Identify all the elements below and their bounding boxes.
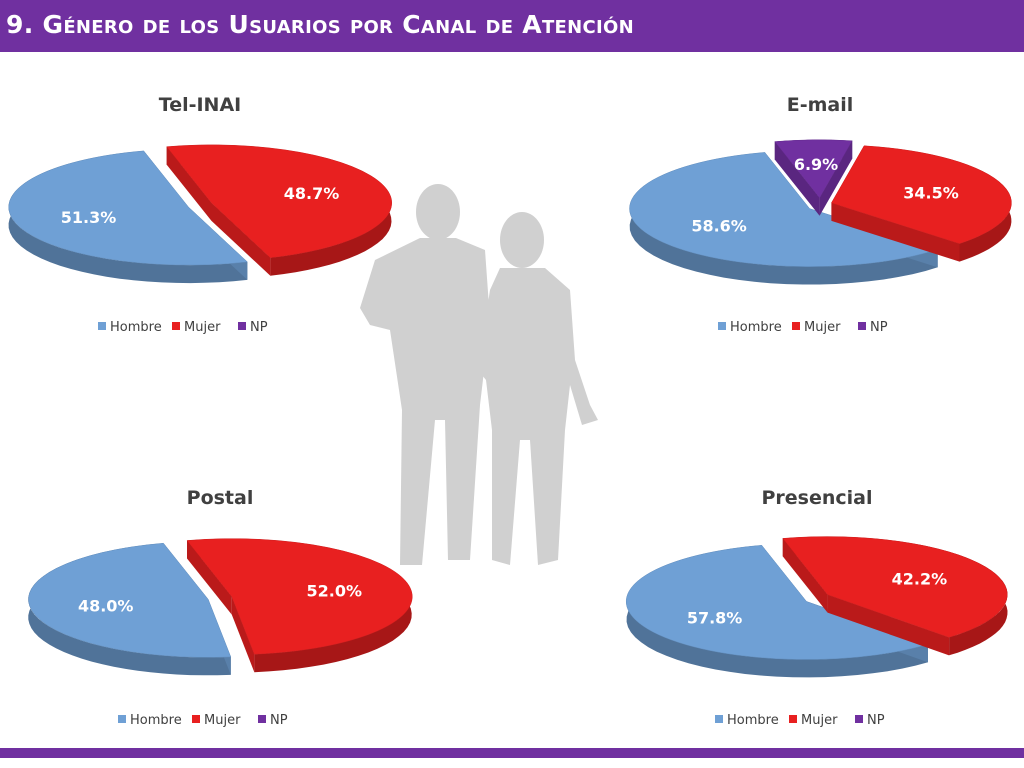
pie-slice-mujer [186, 538, 413, 673]
legend-swatch-mujer [192, 715, 200, 723]
legend: Hombre Mujer NP [98, 320, 268, 335]
legend: Hombre Mujer NP [118, 713, 288, 728]
data-label-hombre: 51.3% [61, 208, 117, 227]
pie-slice-np [774, 139, 853, 216]
legend-label-mujer: Mujer [801, 713, 838, 728]
legend-label-np: NP [870, 320, 888, 335]
legend-swatch-np [258, 715, 266, 723]
legend-swatch-np [238, 322, 246, 330]
legend-swatch-hombre [715, 715, 723, 723]
data-label-hombre: 57.8% [687, 608, 743, 627]
legend-label-hombre: Hombre [110, 320, 162, 335]
chart-email: E-mail 58.6% 34.5% 6.9% Hombre Mujer NP [629, 94, 1012, 335]
pie-slice-hombre [625, 545, 929, 678]
legend-swatch-hombre [98, 322, 106, 330]
legend: Hombre Mujer NP [718, 320, 888, 335]
data-label-np: 6.9% [794, 155, 838, 174]
legend-swatch-mujer [789, 715, 797, 723]
data-label-mujer: 34.5% [903, 184, 959, 203]
chart-title: Postal [187, 487, 254, 509]
legend: Hombre Mujer NP [715, 713, 885, 728]
chart-title: Tel-INAI [159, 94, 241, 116]
bottom-bar [0, 748, 1024, 758]
chart-tel-inai: Tel-INAI 51.3% 48.7% Hombre Mujer NP [8, 94, 392, 335]
legend-swatch-np [855, 715, 863, 723]
chart-postal: Postal 48.0% 52.0% Hombre Mujer NP [28, 487, 413, 728]
pie-slice-hombre [8, 150, 248, 284]
legend-label-np: NP [867, 713, 885, 728]
legend-swatch-np [858, 322, 866, 330]
legend-label-hombre: Hombre [730, 320, 782, 335]
legend-label-mujer: Mujer [804, 320, 841, 335]
legend-label-hombre: Hombre [727, 713, 779, 728]
legend-swatch-mujer [172, 322, 180, 330]
pie-slice-hombre [28, 542, 232, 676]
pie-slice-mujer [831, 145, 1012, 262]
chart-title: Presencial [761, 487, 872, 509]
data-label-hombre: 48.0% [78, 597, 134, 616]
data-label-mujer: 52.0% [307, 581, 363, 600]
legend-label-np: NP [250, 320, 268, 335]
legend-swatch-mujer [792, 322, 800, 330]
couple-silhouette-image [360, 184, 598, 565]
legend-label-np: NP [270, 713, 288, 728]
title-bar: 9. Género de los Usuarios por Canal de A… [0, 0, 1024, 52]
legend-swatch-hombre [118, 715, 126, 723]
page-title: 9. Género de los Usuarios por Canal de A… [6, 10, 634, 39]
legend-label-mujer: Mujer [184, 320, 221, 335]
legend-label-hombre: Hombre [130, 713, 182, 728]
chart-presencial: Presencial 57.8% 42.2% Hombre Mujer NP [625, 487, 1008, 728]
legend-label-mujer: Mujer [204, 713, 241, 728]
pie-slice-mujer [782, 536, 1008, 656]
pie-slice-mujer [166, 144, 392, 276]
data-label-mujer: 48.7% [284, 184, 340, 203]
data-label-mujer: 42.2% [892, 570, 948, 589]
pie-slice-hombre [629, 152, 939, 285]
legend-swatch-hombre [718, 322, 726, 330]
data-label-hombre: 58.6% [691, 216, 747, 235]
chart-title: E-mail [787, 94, 854, 116]
